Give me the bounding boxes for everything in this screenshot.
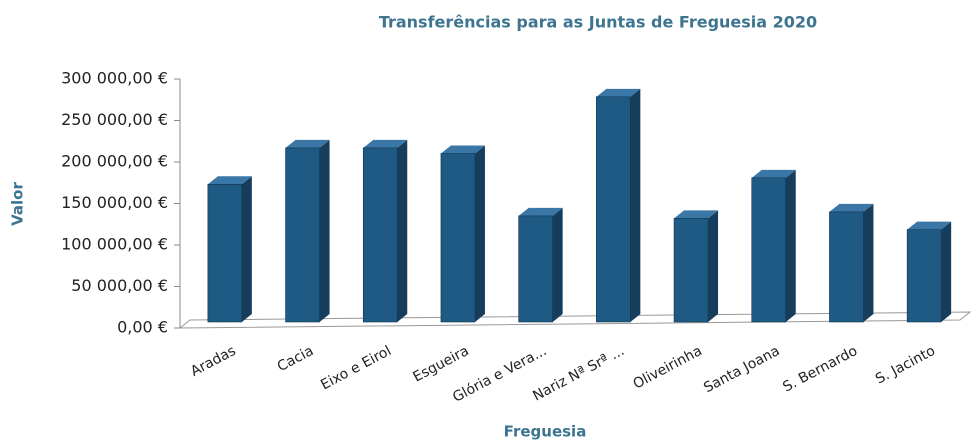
bar-side — [397, 139, 408, 322]
bar — [362, 147, 398, 323]
x-tick-label: Aradas — [188, 343, 238, 380]
x-tick-label: Oliveirinha — [631, 343, 705, 393]
bar-side — [630, 88, 641, 322]
bar-side — [319, 139, 330, 322]
y-tick-label: 100 000,00 € — [61, 235, 168, 254]
bar-top — [518, 207, 563, 216]
bar-side — [785, 169, 796, 322]
bar-top — [285, 139, 330, 148]
y-tick-label: 0,00 € — [117, 318, 168, 337]
bar — [285, 147, 320, 323]
x-tick-label: Esgueira — [411, 343, 472, 386]
y-tick-label: 300 000,00 € — [61, 69, 168, 88]
bar — [596, 96, 631, 323]
bar — [829, 211, 864, 323]
bar-side — [241, 176, 252, 322]
x-axis-label: Freguesia — [504, 423, 587, 441]
bar — [751, 177, 787, 323]
x-tick-label: Cacia — [275, 343, 317, 375]
y-tick-label: 150 000,00 € — [61, 193, 168, 212]
bar-top — [363, 139, 408, 148]
x-tick-label: Santa Joana — [701, 343, 782, 396]
x-tick-label: S. Bernardo — [780, 343, 860, 396]
bar — [906, 229, 942, 323]
bar-top — [674, 210, 719, 219]
y-tick-label: 50 000,00 € — [71, 276, 168, 295]
bar-side — [863, 203, 874, 322]
bar — [440, 153, 476, 323]
bar-top — [829, 203, 874, 212]
x-tick-label: S. Jacinto — [873, 343, 938, 388]
bar-top — [207, 176, 252, 185]
x-tick-label: Eixo e Eirol — [318, 343, 394, 393]
bar — [673, 218, 709, 323]
floor — [178, 311, 972, 329]
bar-top — [751, 169, 796, 178]
y-tick-label: 200 000,00 € — [61, 152, 168, 171]
bar-side — [552, 207, 563, 322]
bar-top — [907, 221, 952, 230]
bar — [207, 184, 243, 323]
bar-side — [474, 145, 485, 322]
y-axis-label: Valor — [9, 182, 27, 226]
y-tick-label: 250 000,00 € — [61, 110, 168, 129]
bar-side — [941, 221, 952, 322]
bar-top — [596, 88, 641, 97]
bar — [518, 215, 553, 323]
chart-title: Transferências para as Juntas de Fregues… — [379, 13, 817, 32]
bar-top — [440, 145, 485, 154]
bar-side — [708, 210, 719, 322]
